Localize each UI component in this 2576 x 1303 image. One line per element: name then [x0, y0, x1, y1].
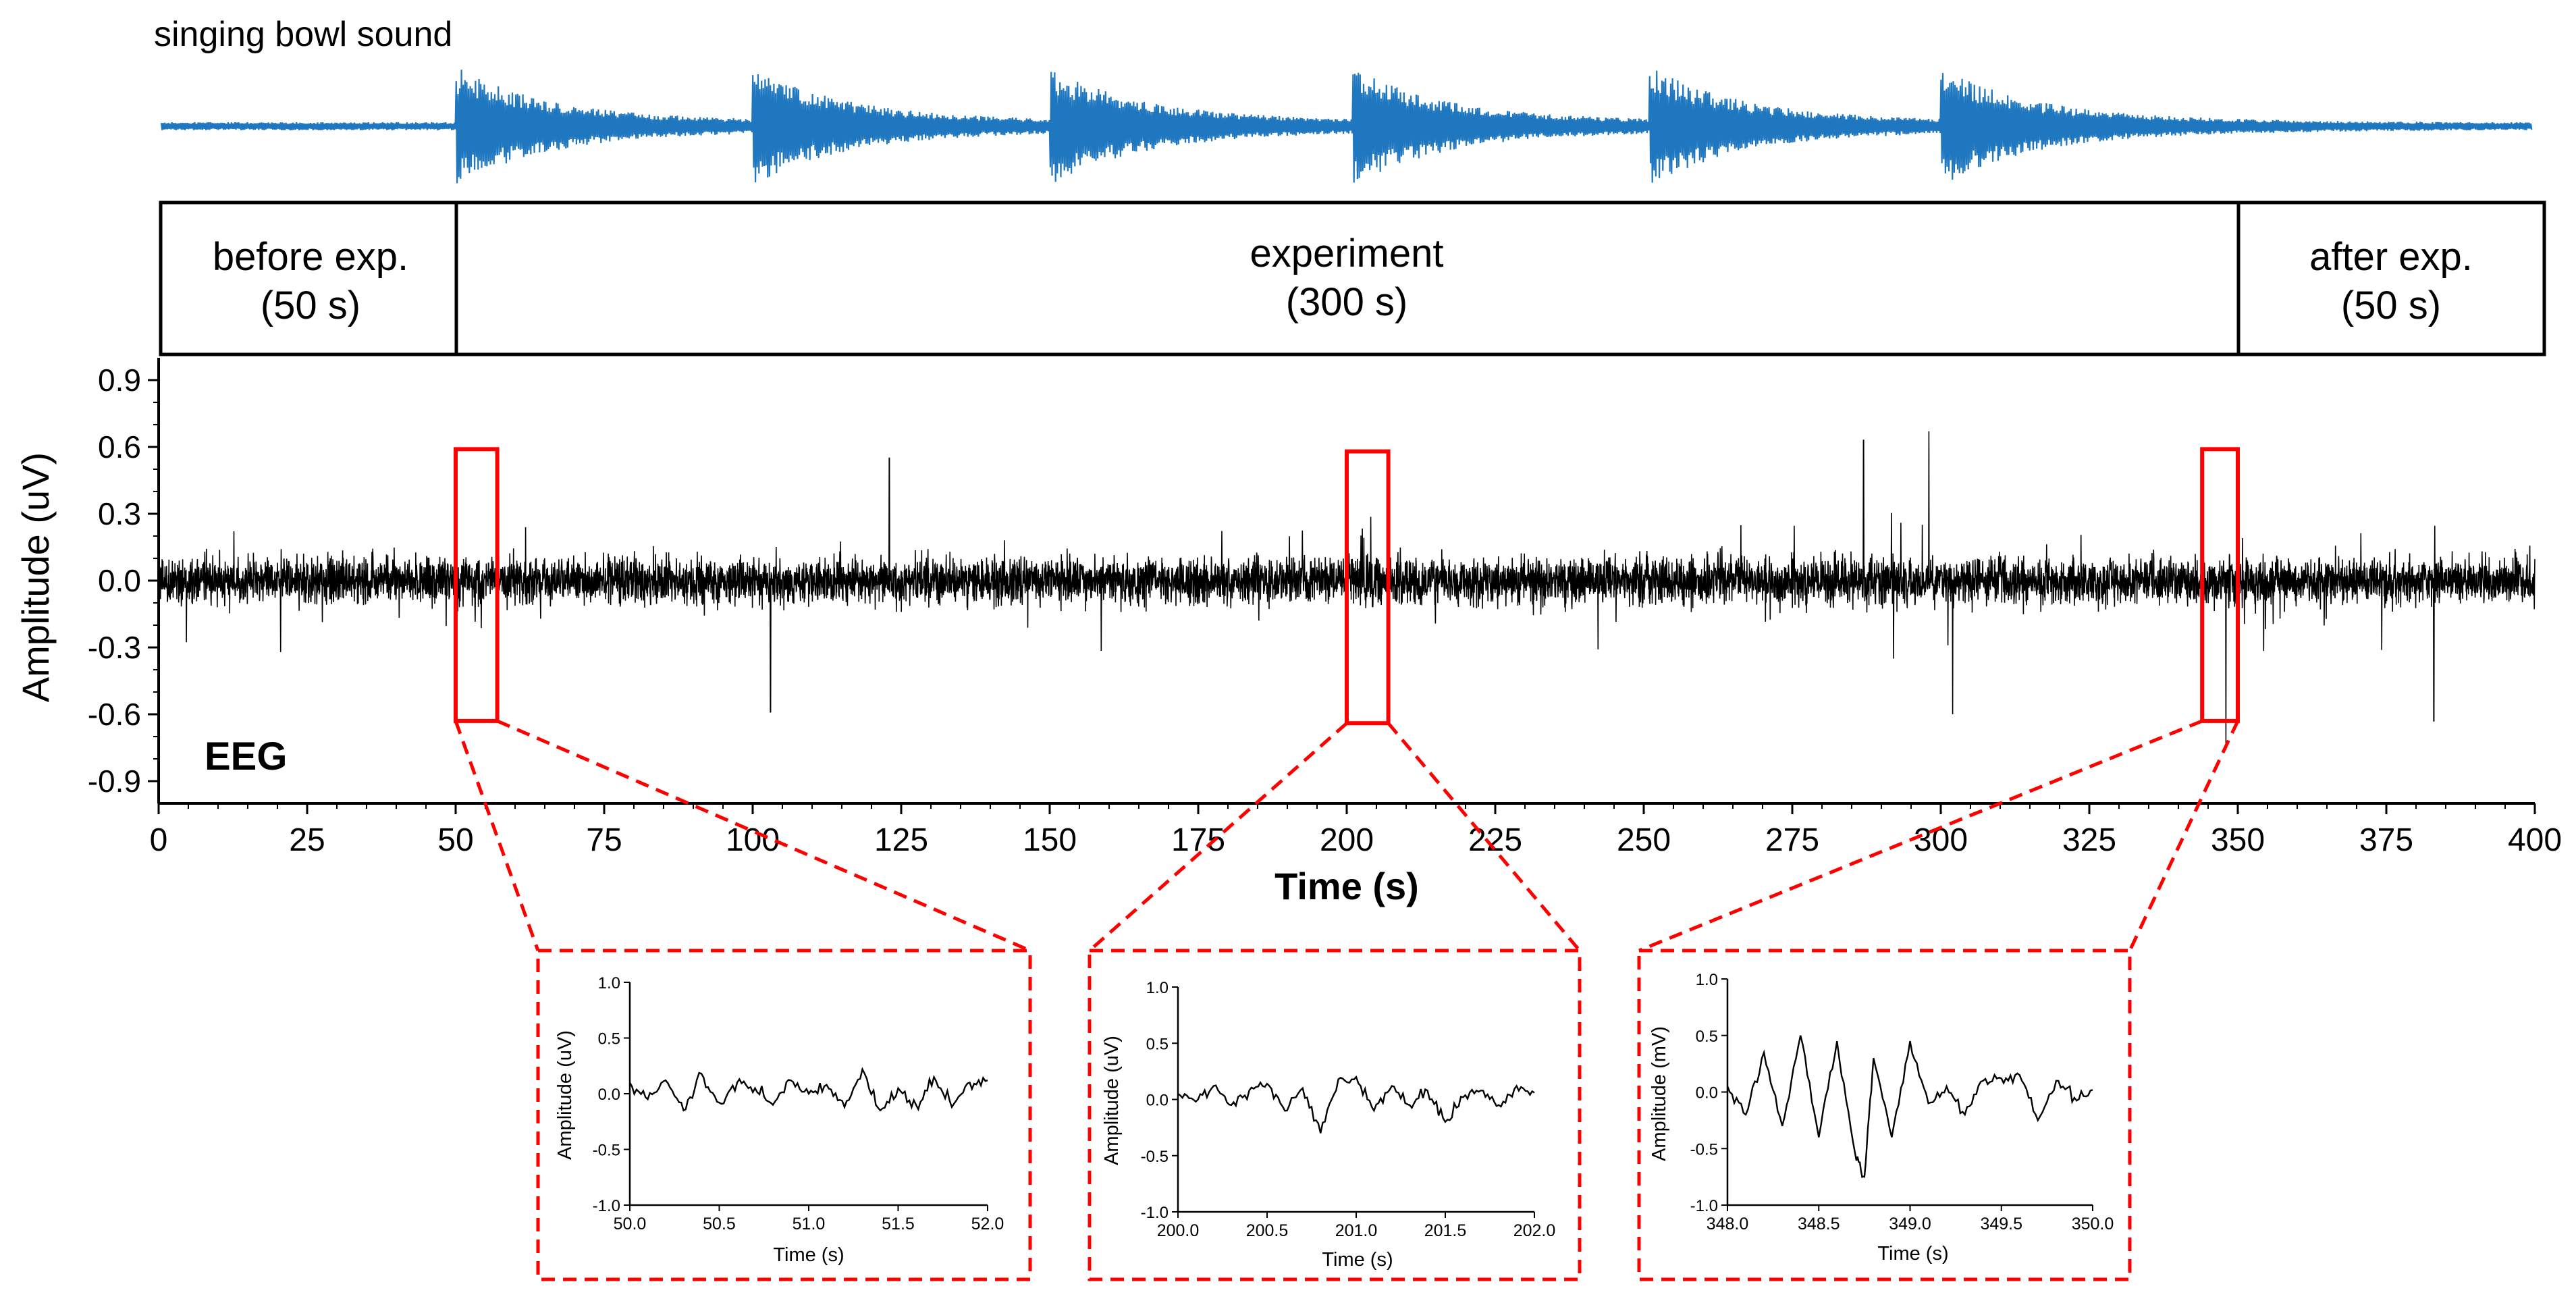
main-x-tick-label: 0: [150, 822, 168, 858]
main-x-tick-label: 250: [1617, 822, 1671, 858]
inset-x-tick-label: 350.0: [2072, 1215, 2114, 1233]
inset-y-tick-label: 1.0: [598, 974, 620, 992]
main-y-tick-label: -0.3: [88, 630, 141, 665]
inset-y-tick-label: -0.5: [1690, 1140, 1718, 1159]
inset-y-tick-label: 0.0: [598, 1086, 620, 1104]
inset-y-tick-label: 0.0: [1146, 1092, 1169, 1110]
zoom-connector-left-1: [454, 720, 540, 951]
inset-x-tick-label: 201.5: [1424, 1221, 1467, 1240]
inset-frame-1: [536, 949, 1032, 1281]
inset-x-tick-label: 52.0: [971, 1215, 1004, 1233]
phase-name-experiment: experiment: [1250, 232, 1444, 275]
main-y-tick-label: 0.9: [98, 363, 141, 398]
inset-y-tick-label: 0.5: [598, 1030, 620, 1048]
inset-2-x-axis-title: Time (s): [1322, 1249, 1393, 1271]
main-x-tick-label: 375: [2359, 822, 2413, 858]
inset-trace-2: [1177, 1075, 1535, 1134]
main-x-tick-label: 150: [1023, 822, 1077, 858]
inset-x-tick-label: 50.5: [703, 1215, 736, 1233]
inset-y-tick-label: 0.0: [1696, 1084, 1718, 1102]
main-x-tick-label: 325: [2062, 822, 2116, 858]
phase-name-after: after exp.: [2309, 235, 2473, 279]
phase-box-experiment: [454, 201, 2240, 356]
zoom-connector-left-3: [1638, 719, 2203, 953]
inset-y-tick-label: -1.0: [593, 1197, 620, 1215]
inset-charts: 50.0 50.5 51.0 51.5 52.0 -1.0 -0.5 0.0 0.5 1.0 200…: [536, 949, 2132, 1281]
main-y-tick-label: 0.6: [98, 429, 141, 464]
sound-label: singing bowl sound: [154, 15, 452, 54]
main-y-tick-label: -0.6: [88, 697, 141, 732]
inset-trace-1: [628, 1067, 988, 1112]
main-x-tick-label: 50: [437, 822, 473, 858]
eeg-main-chart: 0 25 50 75 100 125 150 175 200 225 250 275 300 325 350…: [88, 358, 2562, 858]
inset-y-tick-label: -0.5: [593, 1142, 620, 1160]
phase-name-before: before exp.: [213, 235, 408, 279]
inset-3-y-axis-title: Amplitude (mV): [1648, 1026, 1670, 1161]
sound-trace: [160, 70, 2533, 184]
main-y-tick-label: -0.9: [88, 764, 141, 799]
inset-frame-2: [1088, 949, 1582, 1281]
highlight-window-2: [1345, 449, 1391, 726]
main-x-tick-label: 200: [1320, 822, 1374, 858]
inset-x-tick-label: 50.0: [614, 1215, 647, 1233]
main-x-tick-label: 75: [586, 822, 622, 858]
inset-3-x-axis-title: Time (s): [1877, 1243, 1948, 1265]
inset-x-tick-label: 202.0: [1513, 1221, 1556, 1240]
sound-waveform: [160, 70, 2533, 184]
main-x-tick-label: 100: [726, 822, 780, 858]
inset-2-y-axis-title: Amplitude (uV): [1101, 1036, 1123, 1165]
inset-x-tick-label: 51.0: [793, 1215, 826, 1233]
zoom-connector-left-2: [1088, 722, 1348, 952]
inset-1-x-axis-title: Time (s): [773, 1244, 844, 1266]
main-x-tick-label: 400: [2508, 822, 2562, 858]
inset-1-y-axis-title: Amplitude (uV): [554, 1030, 576, 1160]
inset-x-tick-label: 349.5: [1980, 1215, 2022, 1233]
main-x-tick-label: 350: [2211, 822, 2265, 858]
phase-timeline: before exp. (50 s) experiment (300 s) af…: [159, 201, 2546, 356]
main-y-tick-label: 0.3: [98, 496, 141, 531]
main-y-tick-label: 0.0: [98, 563, 141, 598]
zoom-connectors: [454, 719, 2240, 953]
phase-duration-experiment: (300 s): [1286, 280, 1408, 324]
inset-y-tick-label: -1.0: [1690, 1197, 1718, 1215]
zoom-connector-right-1: [496, 719, 1031, 953]
inset-x-tick-label: 348.5: [1798, 1215, 1840, 1233]
inset-x-tick-label: 51.5: [882, 1215, 915, 1233]
highlight-window-1: [454, 447, 500, 723]
inset-trace-3: [1726, 1035, 2093, 1178]
inset-x-tick-label: 349.0: [1889, 1215, 1931, 1233]
main-y-axis-title: Amplitude (uV): [14, 452, 57, 702]
inset-x-tick-label: 200.0: [1157, 1221, 1200, 1240]
main-x-tick-label: 25: [289, 822, 325, 858]
inset-frame-3: [1637, 949, 2132, 1281]
inset-y-tick-label: -0.5: [1141, 1148, 1169, 1166]
inset-y-tick-label: 1.0: [1146, 979, 1169, 997]
inset-y-tick-label: -1.0: [1141, 1204, 1169, 1222]
phase-duration-before: (50 s): [261, 284, 360, 327]
main-x-tick-label: 125: [874, 822, 928, 858]
inset-y-tick-label: 1.0: [1696, 971, 1718, 989]
phase-box-after: [2236, 201, 2546, 356]
phase-duration-after: (50 s): [2341, 284, 2441, 327]
main-x-axis-title: Time (s): [1274, 865, 1419, 907]
highlight-window-3: [2200, 447, 2240, 723]
main-x-tick-label: 275: [1765, 822, 1819, 858]
main-chart-label: EEG: [205, 735, 288, 778]
inset-y-tick-label: 0.5: [1696, 1028, 1718, 1046]
inset-y-tick-label: 0.5: [1146, 1035, 1169, 1053]
inset-x-tick-label: 348.0: [1707, 1215, 1749, 1233]
inset-x-tick-label: 201.0: [1335, 1221, 1378, 1240]
zoom-connector-right-2: [1387, 722, 1581, 952]
inset-x-tick-label: 200.5: [1246, 1221, 1289, 1240]
